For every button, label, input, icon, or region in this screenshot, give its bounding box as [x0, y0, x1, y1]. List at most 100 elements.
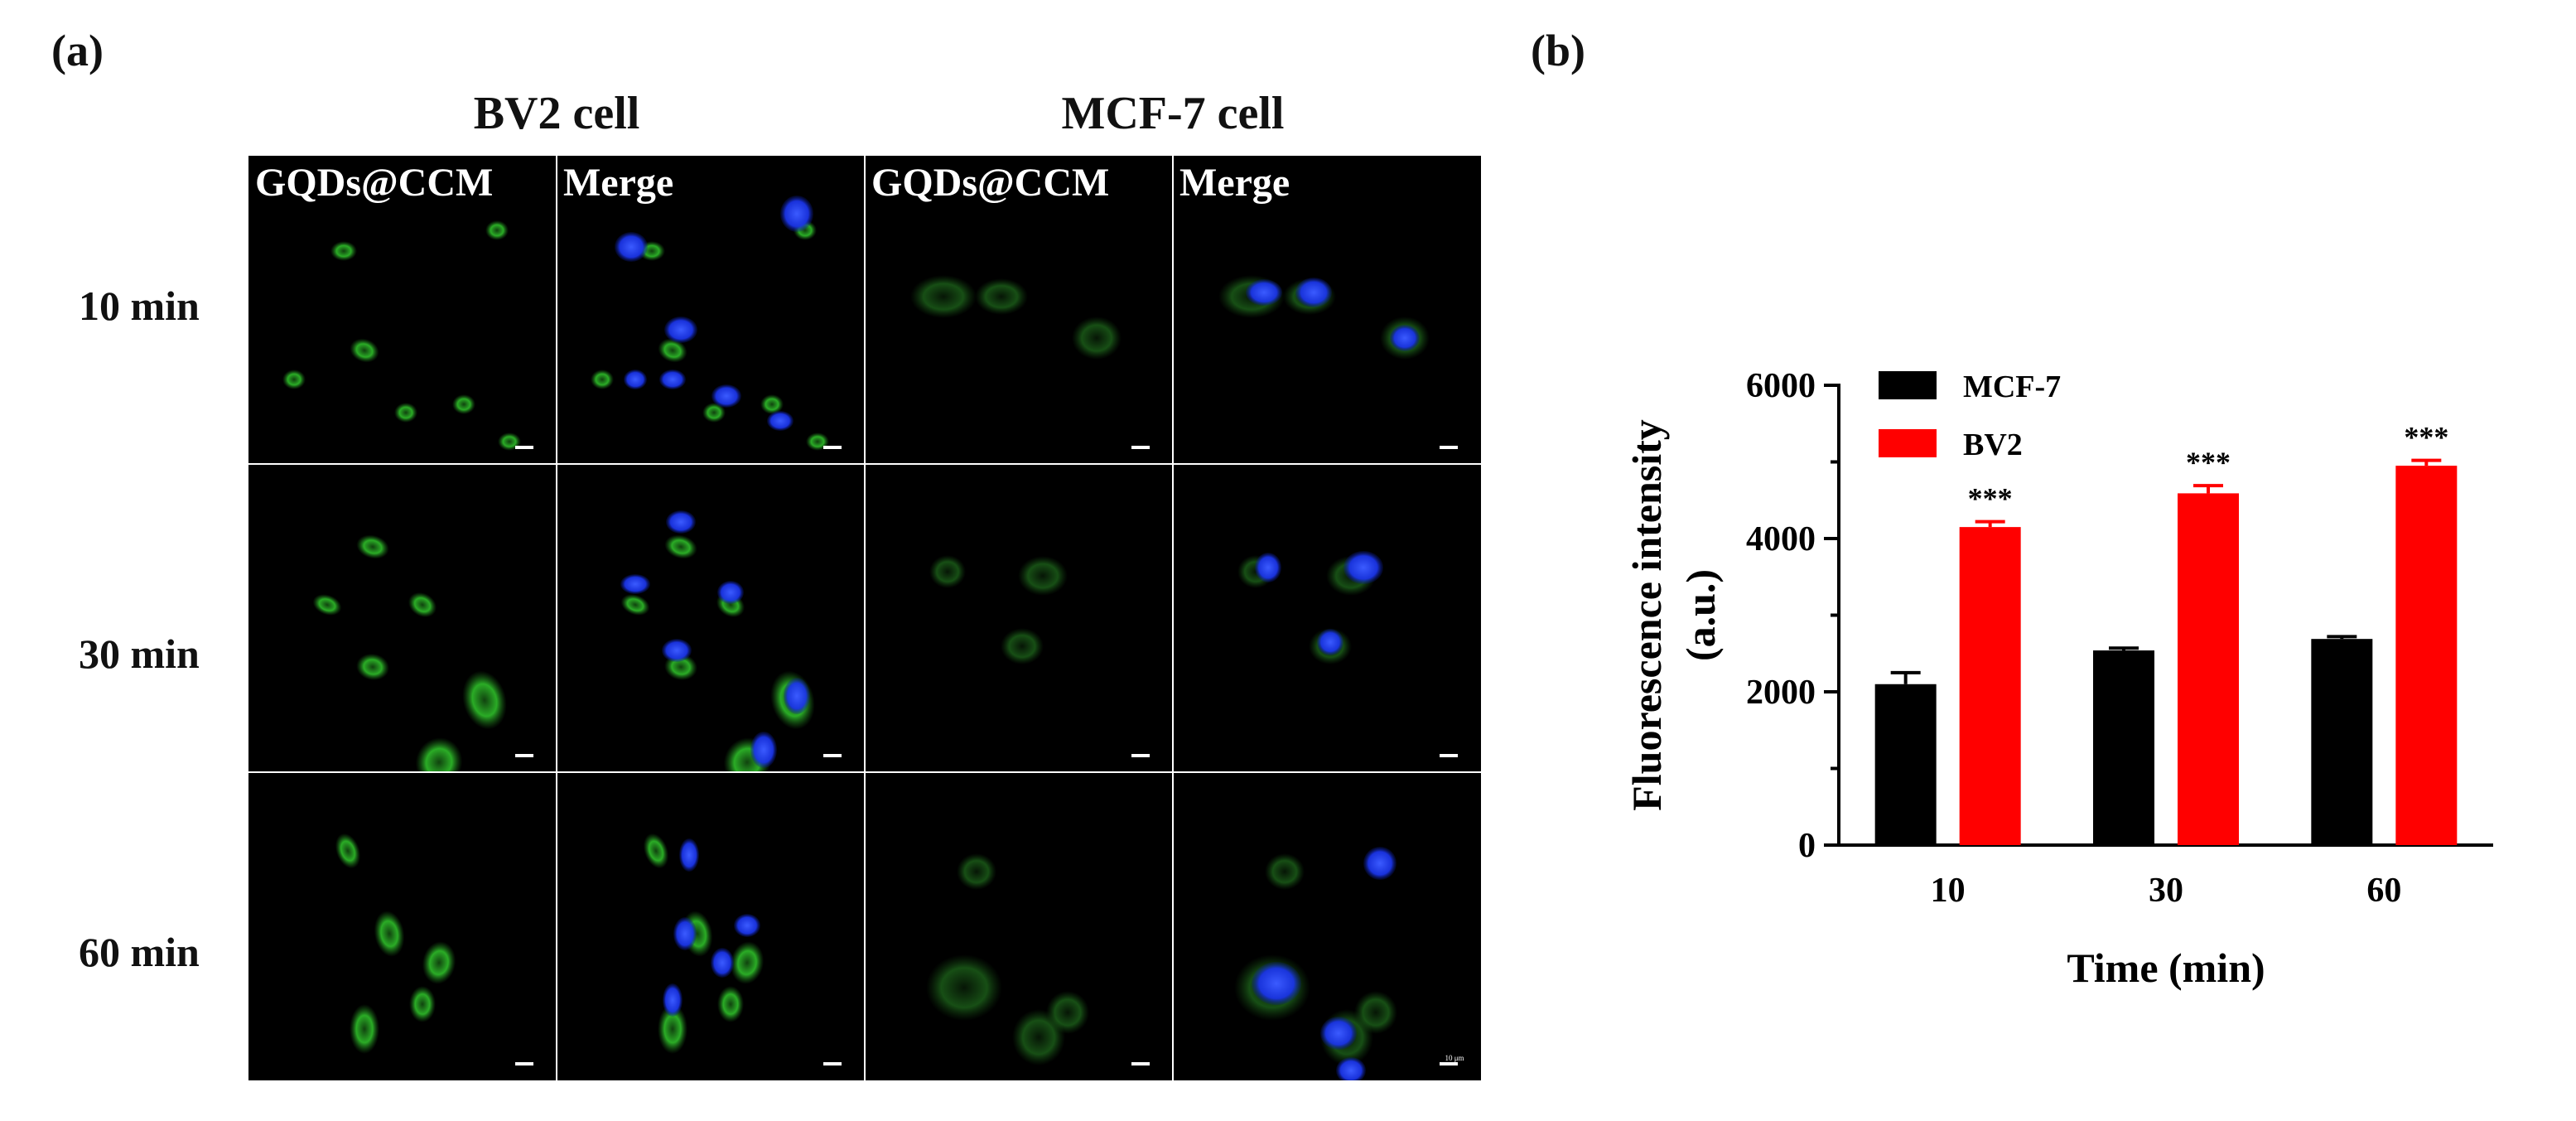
cell-green-signal	[929, 555, 966, 588]
scale-bar	[1131, 446, 1150, 449]
scale-bar	[823, 1062, 842, 1065]
row-label-60min: 60 min	[79, 929, 200, 975]
row-label-30min: 30 min	[79, 631, 200, 677]
cell-nucleus	[1295, 278, 1332, 307]
cell-nucleus	[1317, 629, 1343, 655]
group-label-bv2: BV2 cell	[473, 88, 640, 139]
x-tick-label: 10	[1931, 872, 1966, 910]
micrograph-tile-r2-c4	[1173, 464, 1481, 772]
cell-green-signal	[350, 338, 379, 363]
cell-green-signal	[1072, 316, 1122, 360]
cell-nucleus	[1363, 847, 1397, 880]
column-label-2: Merge	[563, 161, 673, 205]
cell-green-signal	[330, 241, 357, 261]
scale-bar	[823, 446, 842, 449]
cell-green-signal	[408, 592, 437, 618]
legend-label-2: BV2	[1963, 428, 2023, 462]
cell-green-signal	[664, 534, 697, 559]
cell-nucleus	[679, 838, 699, 872]
cell-green-signal	[1001, 628, 1044, 664]
cell-green-signal	[452, 394, 475, 414]
cell-green-signal	[957, 853, 996, 890]
panel-b-label: (b)	[1531, 26, 1585, 75]
micrograph-tile-r2-c3	[865, 464, 1173, 772]
cell-nucleus	[673, 917, 697, 950]
cell-green-signal	[394, 403, 417, 423]
cell-nucleus	[750, 732, 777, 768]
micrograph-tile-r3-c1	[248, 772, 557, 1080]
cell-green-signal	[658, 1004, 687, 1054]
scale-bar	[823, 754, 842, 757]
bar-mcf7-10	[1874, 684, 1937, 845]
cell-green-signal	[422, 941, 456, 984]
cell-green-signal	[1354, 991, 1397, 1034]
cell-nucleus	[1255, 553, 1281, 582]
cell-green-signal	[591, 370, 614, 389]
micrograph-tile-r3-c3	[865, 772, 1173, 1080]
cell-green-signal	[350, 1004, 379, 1054]
cell-nucleus	[620, 574, 650, 594]
scale-bar	[515, 754, 533, 757]
micrograph-tile-r2-c1	[248, 464, 557, 787]
scale-bar	[515, 446, 533, 449]
group-label-mcf7: MCF-7 cell	[1061, 88, 1285, 139]
y-tick-label: 6000	[1746, 367, 1816, 405]
cell-nucleus	[1336, 1057, 1366, 1080]
scale-bar-text: 10 μm	[1445, 1054, 1464, 1062]
cell-green-signal	[374, 911, 405, 957]
cell-green-signal	[462, 670, 507, 730]
cell-green-signal	[975, 278, 1028, 315]
cell-green-signal	[356, 534, 389, 559]
bar-mcf7-30	[2093, 650, 2154, 845]
cell-green-signal	[910, 275, 977, 318]
cell-green-signal	[1046, 991, 1089, 1034]
cell-nucleus	[1252, 962, 1301, 1005]
y-axis-label-line1: Fluorescence intensity	[1623, 419, 1670, 811]
column-label-1: GQDs@CCM	[255, 161, 493, 205]
cell-green-signal	[658, 338, 687, 363]
column-label-3: GQDs@CCM	[871, 161, 1109, 205]
cell-green-signal	[717, 986, 744, 1022]
y-axis-label-line2: (a.u.)	[1677, 569, 1724, 661]
cell-nucleus	[711, 948, 734, 978]
cell-green-signal	[730, 941, 765, 984]
cell-nucleus	[663, 983, 683, 1017]
cell-green-signal	[335, 833, 361, 869]
cell-green-signal	[926, 954, 1002, 1021]
cell-green-signal	[1265, 853, 1305, 890]
micrograph-tile-r1-c1	[248, 156, 557, 464]
significance-annotation: ***	[2404, 421, 2448, 454]
micrograph-tile-r3-c2	[557, 772, 865, 1080]
cell-nucleus	[666, 510, 696, 534]
micrograph-tile-r1-c3	[865, 156, 1173, 464]
cell-nucleus	[784, 678, 810, 714]
micrograph-tile-r2-c2	[557, 464, 865, 787]
cell-nucleus	[734, 914, 760, 937]
row-label-10min: 10 min	[79, 283, 200, 329]
x-axis-label: Time (min)	[2067, 945, 2265, 991]
cell-nucleus	[780, 196, 813, 232]
column-label-4: Merge	[1179, 161, 1290, 205]
legend-swatch-1	[1879, 371, 1937, 399]
bar-bv2-60	[2395, 466, 2458, 845]
panel-a-label: (a)	[51, 26, 104, 75]
cell-nucleus	[659, 370, 686, 389]
cell-nucleus	[717, 581, 744, 604]
cell-green-signal	[356, 653, 389, 681]
bar-bv2-10	[1959, 527, 2021, 845]
scale-bar	[515, 1062, 533, 1065]
cell-green-signal	[1018, 556, 1068, 596]
cell-green-signal	[409, 986, 436, 1022]
cell-nucleus	[712, 384, 741, 408]
cell-nucleus	[662, 639, 692, 662]
cell-nucleus	[615, 232, 648, 262]
cell-nucleus	[1343, 551, 1383, 584]
bar-mcf7-60	[2311, 639, 2373, 845]
cell-green-signal	[702, 403, 726, 423]
micrograph-tile-r1-c2	[557, 156, 865, 464]
cell-nucleus	[624, 370, 647, 389]
cell-nucleus	[1320, 1017, 1357, 1050]
micrograph-tile-r1-c4	[1173, 156, 1481, 464]
cell-nucleus	[1390, 325, 1420, 351]
scale-bar	[1131, 754, 1150, 757]
